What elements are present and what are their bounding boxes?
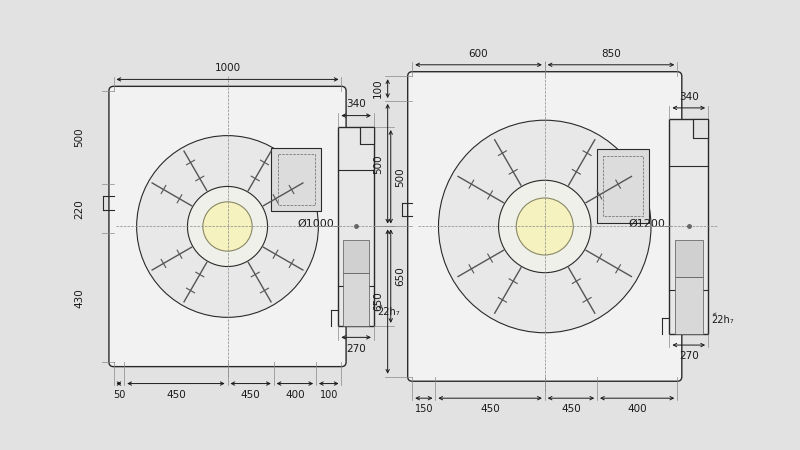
Text: 500: 500	[74, 128, 84, 147]
Text: 450: 450	[241, 390, 261, 400]
Text: 650: 650	[373, 292, 383, 311]
Circle shape	[516, 198, 574, 255]
Text: 100: 100	[319, 390, 338, 400]
Bar	[343, 239, 369, 274]
Bar	[343, 274, 369, 326]
Circle shape	[203, 202, 252, 251]
Text: 340: 340	[679, 92, 698, 102]
Bar	[603, 156, 643, 216]
Bar	[597, 149, 650, 223]
Text: Ø1000: Ø1000	[297, 218, 334, 229]
Text: 270: 270	[346, 343, 366, 354]
Bar	[271, 148, 322, 211]
Text: 150: 150	[414, 405, 433, 414]
Circle shape	[498, 180, 591, 273]
Bar	[675, 239, 702, 277]
Circle shape	[137, 135, 318, 317]
Bar	[675, 277, 702, 333]
Bar	[360, 127, 374, 144]
Text: 220: 220	[74, 199, 84, 219]
Text: 430: 430	[74, 288, 84, 308]
Bar	[278, 154, 315, 205]
Text: 500: 500	[373, 154, 383, 174]
Bar	[693, 119, 708, 138]
Bar	[338, 127, 374, 326]
Text: 270: 270	[679, 351, 698, 361]
Bar	[670, 119, 708, 333]
FancyBboxPatch shape	[408, 72, 682, 381]
FancyBboxPatch shape	[109, 86, 346, 367]
Text: 22h₇: 22h₇	[377, 307, 399, 317]
Text: Ø1200: Ø1200	[628, 218, 665, 229]
Text: 400: 400	[285, 390, 305, 400]
Text: 500: 500	[395, 167, 406, 187]
Text: 1000: 1000	[214, 63, 241, 73]
Text: 450: 450	[480, 405, 500, 414]
Text: 600: 600	[469, 49, 488, 58]
Text: 650: 650	[395, 266, 406, 286]
Text: 400: 400	[627, 405, 647, 414]
Text: 22h₇: 22h₇	[711, 315, 734, 324]
Text: 450: 450	[561, 405, 581, 414]
Text: 450: 450	[166, 390, 186, 400]
Text: 850: 850	[601, 49, 621, 58]
Text: 50: 50	[113, 390, 125, 400]
Circle shape	[187, 186, 267, 266]
Text: 100: 100	[373, 79, 383, 99]
Text: 340: 340	[346, 99, 366, 109]
Circle shape	[438, 120, 651, 333]
